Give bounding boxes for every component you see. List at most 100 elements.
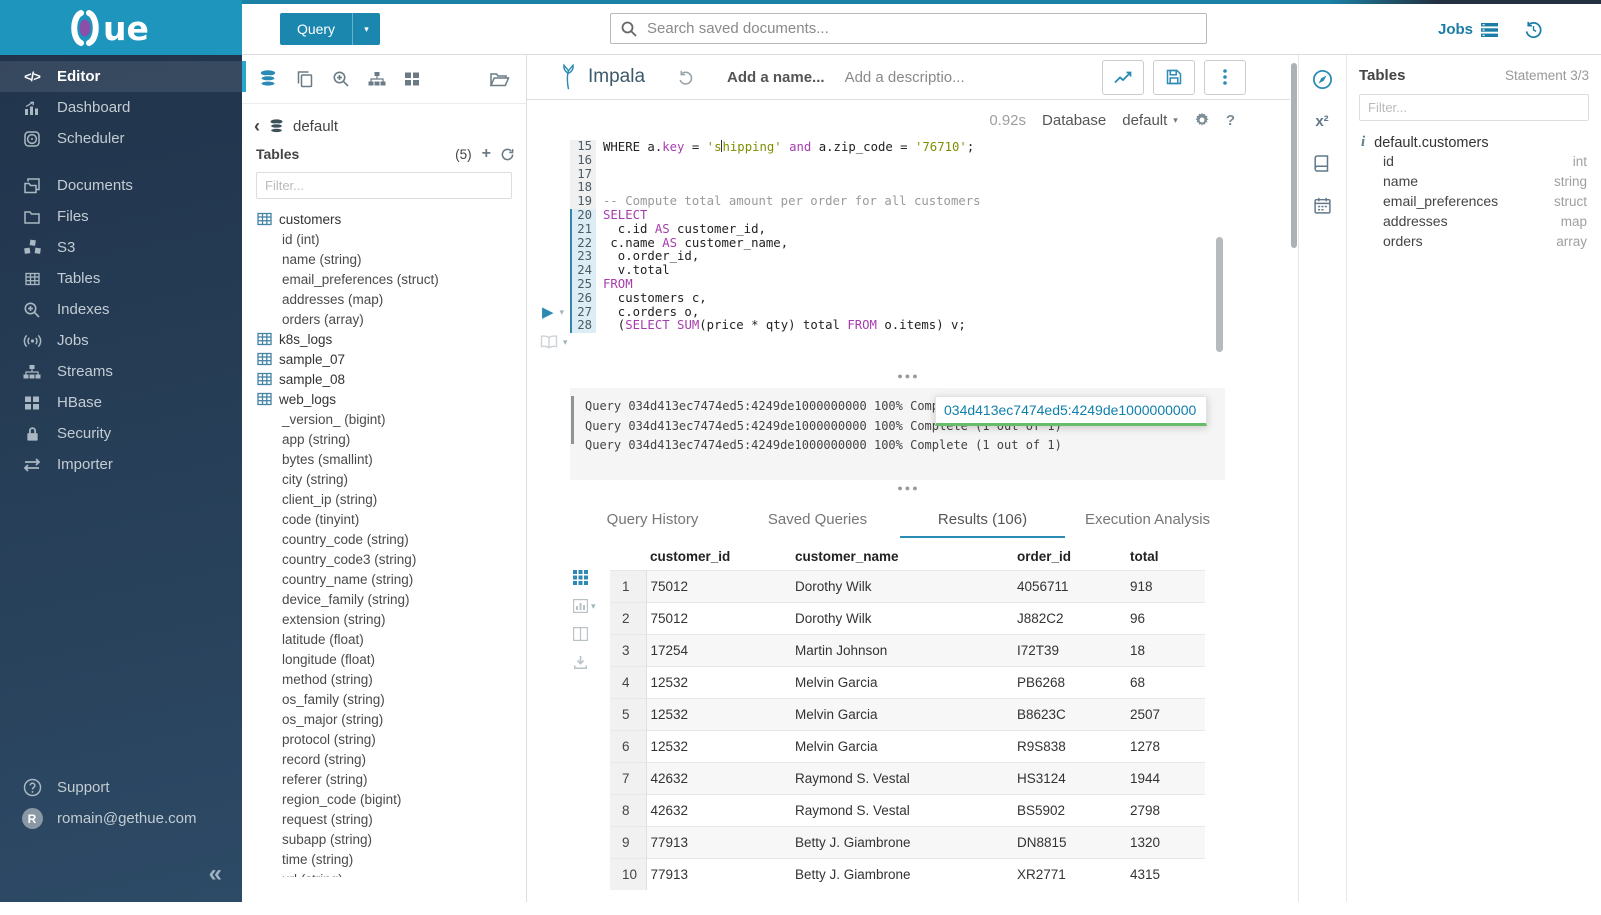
main-scrollbar[interactable] — [1291, 63, 1297, 248]
sidebar-item-support[interactable]: Support — [0, 772, 242, 803]
tree-column-bytes-smallint-[interactable]: bytes (smallint) — [256, 449, 526, 469]
global-search[interactable] — [610, 13, 1207, 44]
columns-view-icon[interactable] — [573, 627, 588, 641]
table-row[interactable]: 5 12532 Melvin Garcia B8623C 2507 — [610, 698, 1205, 731]
tab-results-106-[interactable]: Results (106) — [900, 505, 1065, 538]
right-column-name[interactable]: name string — [1359, 171, 1589, 191]
tree-table-sample-08[interactable]: sample_08 — [256, 369, 526, 389]
active-table-name[interactable]: default.customers — [1374, 134, 1489, 151]
query-id-tooltip[interactable]: 034d413ec7474ed5:4249de1000000000 — [935, 396, 1207, 426]
tree-column-country-code3-string-[interactable]: country_code3 (string) — [256, 549, 526, 569]
tree-column-country-code-string-[interactable]: country_code (string) — [256, 529, 526, 549]
query-description-field[interactable]: Add a descriptio... — [844, 68, 965, 86]
table-row[interactable]: 9 77913 Betty J. Giambrone DN8815 1320 — [610, 826, 1205, 859]
sidebar-item-files[interactable]: Files — [0, 201, 242, 232]
code-line-25[interactable]: 25 FROM — [570, 277, 981, 292]
undo-icon[interactable] — [678, 69, 694, 85]
info-icon[interactable]: i — [1361, 134, 1366, 150]
code-line-23[interactable]: 23 o.order_id, — [570, 249, 981, 265]
resize-handle-top[interactable]: ●●● — [897, 371, 920, 381]
code-line-15[interactable]: 15 WHERE a.key = 'shipping' and a.zip_cod… — [570, 139, 981, 154]
tree-column-longitude-float-[interactable]: longitude (float) — [256, 649, 526, 669]
tree-column-region-code-bigint-[interactable]: region_code (bigint) — [256, 789, 526, 809]
right-column-addresses[interactable]: addresses map — [1359, 211, 1589, 231]
right-column-id[interactable]: id int — [1359, 151, 1589, 171]
tree-column-os-family-string-[interactable]: os_family (string) — [256, 689, 526, 709]
table-row[interactable]: 7 42632 Raymond S. Vestal HS3124 1944 — [610, 762, 1205, 795]
more-actions-button[interactable] — [1204, 59, 1246, 95]
grid-view-icon[interactable] — [573, 570, 588, 585]
table-row[interactable]: 1 75012 Dorothy Wilk 4056711 918 — [610, 570, 1205, 603]
download-icon[interactable] — [573, 655, 588, 670]
editor-scrollbar[interactable] — [1216, 237, 1223, 352]
right-filter-input[interactable] — [1359, 94, 1589, 121]
sidebar-item-dashboard[interactable]: Dashboard — [0, 92, 242, 123]
code-line-18[interactable]: 18 — [570, 181, 981, 196]
database-breadcrumb[interactable]: ‹ default — [254, 117, 526, 135]
chevron-left-icon[interactable]: ‹ — [254, 116, 260, 136]
jobs-link[interactable]: Jobs — [1438, 21, 1498, 38]
tree-column-request-string-[interactable]: request (string) — [256, 809, 526, 829]
th-tool-icon[interactable] — [404, 71, 420, 87]
database-selector[interactable]: default ▾ — [1122, 111, 1178, 129]
tree-table-web-logs[interactable]: web_logs — [256, 389, 526, 409]
column-header-total[interactable]: total — [1130, 548, 1159, 564]
table-row[interactable]: 4 12532 Melvin Garcia PB6268 68 — [610, 666, 1205, 699]
tree-column-id-int-[interactable]: id (int) — [256, 229, 526, 249]
tab-saved-queries[interactable]: Saved Queries — [767, 511, 868, 528]
sidebar-item-jobs[interactable]: Jobs — [0, 325, 242, 356]
tree-column-code-tinyint-[interactable]: code (tinyint) — [256, 509, 526, 529]
tree-column-referer-string-[interactable]: referer (string) — [256, 769, 526, 789]
bookic-assist-icon[interactable] — [1313, 154, 1331, 173]
code-line-19[interactable]: 19 -- Compute total amount per order for … — [570, 194, 981, 209]
tree-table-sample-07[interactable]: sample_07 — [256, 349, 526, 369]
code-line-28[interactable]: 28 (SELECT SUM(price * qty) total FROM o… — [570, 318, 981, 334]
tree-column-device-family-string-[interactable]: device_family (string) — [256, 589, 526, 609]
book-options-caret[interactable]: ▾ — [563, 336, 568, 347]
right-column-email-preferences[interactable]: email_preferences struct — [1359, 191, 1589, 211]
sidebar-item-importer[interactable]: Importer — [0, 449, 242, 480]
sidebar-item-scheduler[interactable]: Scheduler — [0, 123, 242, 154]
refresh-icon[interactable] — [501, 148, 514, 161]
log-scrollbar[interactable] — [571, 396, 574, 444]
code-line-26[interactable]: 26 customers c, — [570, 291, 981, 306]
calendar-assist-icon[interactable] — [1313, 196, 1332, 215]
tree-column-protocol-string-[interactable]: protocol (string) — [256, 729, 526, 749]
tree-column-latitude-float-[interactable]: latitude (float) — [256, 629, 526, 649]
resize-handle-bottom[interactable]: ●●● — [897, 483, 920, 493]
settings-gear-icon[interactable] — [1194, 112, 1210, 128]
sql-code-editor[interactable]: 15 WHERE a.key = 'shipping' and a.zip_cod… — [570, 139, 981, 334]
new-query-button[interactable]: Query ▾ — [280, 13, 380, 45]
query-name-field[interactable]: Add a name... — [727, 68, 825, 86]
sitemap-tool-icon[interactable] — [368, 71, 386, 87]
code-line-24[interactable]: 24 v.total — [570, 263, 981, 278]
searchplus-tool-icon[interactable] — [332, 70, 350, 88]
sidebar-item-security[interactable]: Security — [0, 418, 242, 449]
query-history-icon[interactable] — [1524, 20, 1543, 39]
tree-column-city-string-[interactable]: city (string) — [256, 469, 526, 489]
tree-column-country-name-string-[interactable]: country_name (string) — [256, 569, 526, 589]
tree-column--version-bigint-[interactable]: _version_ (bigint) — [256, 409, 526, 429]
help-icon[interactable]: ? — [1225, 111, 1235, 129]
chart-view-icon[interactable]: ▾ — [573, 599, 596, 613]
copy-tool-icon[interactable] — [296, 70, 314, 88]
tree-column-client-ip-string-[interactable]: client_ip (string) — [256, 489, 526, 509]
right-column-orders[interactable]: orders array — [1359, 231, 1589, 251]
sidebar-item-s3[interactable]: S3 — [0, 232, 242, 263]
sidebar-item-tables[interactable]: Tables — [0, 263, 242, 294]
table-row[interactable]: 3 17254 Martin Johnson I72T39 18 — [610, 634, 1205, 667]
column-header-order-id[interactable]: order_id — [1017, 548, 1072, 564]
column-header-customer-name[interactable]: customer_name — [795, 548, 899, 564]
open-book-icon[interactable] — [540, 335, 558, 349]
tree-column-orders-array-[interactable]: orders (array) — [256, 309, 526, 329]
tree-column-extension-string-[interactable]: extension (string) — [256, 609, 526, 629]
sidebar-item-indexes[interactable]: Indexes — [0, 294, 242, 325]
sup-assist-icon[interactable]: x² — [1315, 113, 1329, 130]
hue-logo[interactable]: ue — [0, 0, 242, 55]
collapse-sidebar-icon[interactable]: « — [208, 860, 222, 887]
chart-button[interactable] — [1102, 59, 1144, 95]
query-dropdown-caret[interactable]: ▾ — [364, 23, 369, 34]
add-table-icon[interactable]: + — [481, 145, 491, 162]
tree-table-customers[interactable]: customers — [256, 209, 526, 229]
code-line-16[interactable]: 16 — [570, 153, 981, 168]
